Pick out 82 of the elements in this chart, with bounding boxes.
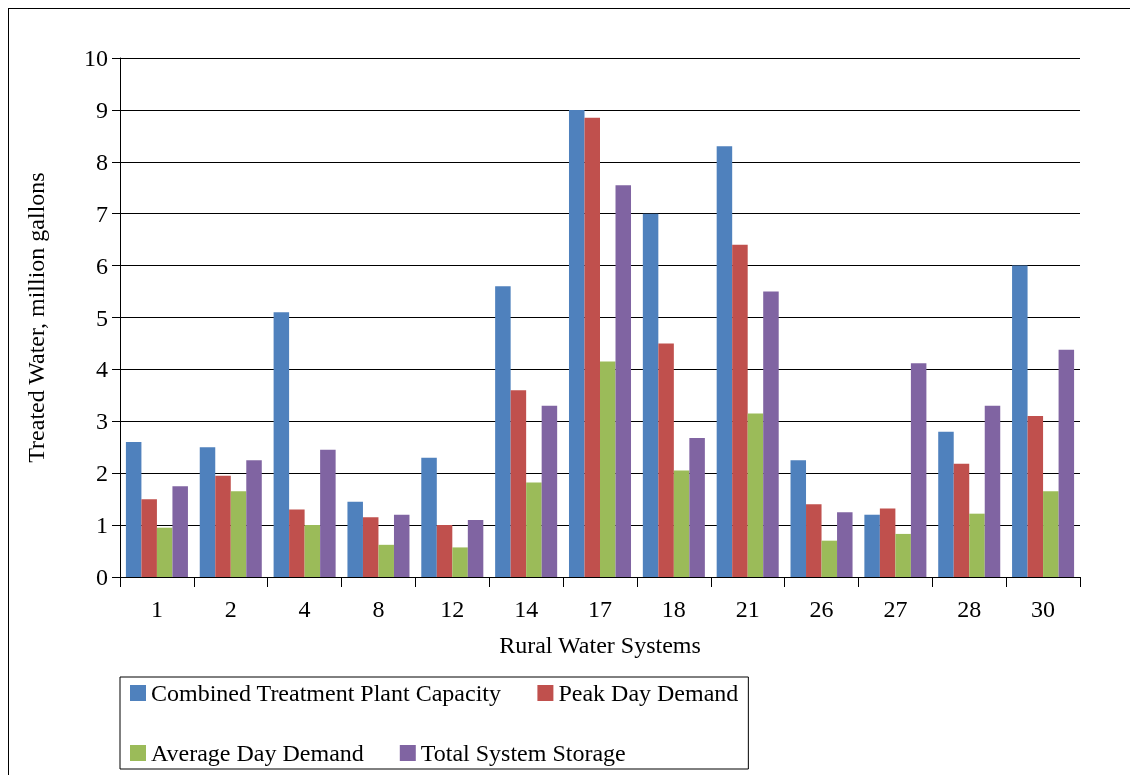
y-tick-label: 2 [96, 460, 108, 487]
bar [304, 525, 321, 577]
bar [953, 463, 970, 577]
bar [732, 244, 748, 577]
bar [821, 540, 838, 577]
x-tick-label: 14 [514, 596, 539, 622]
bar [230, 491, 247, 577]
bar [362, 517, 379, 577]
bar [910, 363, 927, 577]
bar [393, 514, 410, 577]
x-tick-label: 17 [588, 596, 612, 622]
bar [1058, 349, 1075, 577]
bar [347, 501, 363, 577]
x-axis-title: Rural Water Systems [499, 632, 701, 658]
bar [615, 185, 632, 577]
bar [141, 499, 157, 577]
bar [289, 509, 305, 577]
bar [156, 527, 173, 577]
bar [452, 547, 468, 577]
x-tick-label: 2 [224, 596, 237, 622]
y-tick-label: 1 [96, 512, 108, 539]
x-tick-label: 8 [372, 596, 385, 622]
legend-label: Average Day Demand [151, 740, 364, 766]
y-tick-label: 7 [96, 200, 108, 227]
legend-label: Combined Treatment Plant Capacity [151, 680, 501, 706]
y-axis-title: Treated Water, million gallons [23, 172, 49, 463]
bar [436, 525, 453, 577]
x-tick-label: 12 [440, 596, 465, 622]
x-tick-label: 30 [1031, 596, 1056, 622]
y-tick-label: 5 [96, 304, 108, 331]
bar [421, 457, 437, 577]
bar [215, 475, 231, 577]
bar [642, 213, 659, 577]
y-tick-label: 10 [84, 45, 108, 71]
x-tick-label: 28 [957, 596, 982, 622]
bar [320, 449, 336, 577]
bar [246, 460, 262, 577]
bar [837, 512, 853, 577]
bar [199, 447, 216, 577]
legend-label: Peak Day Demand [558, 680, 739, 706]
bar [969, 513, 985, 577]
bar [125, 442, 142, 577]
y-tick-label: 6 [96, 252, 108, 279]
bar [568, 109, 585, 577]
bar [273, 312, 290, 577]
bar [172, 486, 188, 577]
bar [938, 431, 954, 577]
y-tick-label: 9 [96, 96, 108, 123]
legend-label: Total System Storage [420, 740, 626, 766]
bar [510, 390, 527, 577]
bar [1043, 491, 1059, 577]
bar [378, 544, 394, 577]
bar [1027, 416, 1044, 577]
bar [879, 508, 896, 577]
bar [716, 146, 733, 577]
bar [584, 117, 600, 577]
y-tick-label: 4 [96, 356, 108, 383]
y-tick-label: 3 [96, 408, 108, 435]
bar [600, 361, 616, 577]
x-tick-label: 26 [809, 596, 834, 622]
bar [658, 343, 674, 577]
bar [984, 405, 1001, 577]
bar [864, 514, 880, 577]
bar [1012, 265, 1028, 577]
bar [526, 482, 542, 577]
y-tick-label: 0 [96, 564, 108, 590]
bar [895, 533, 911, 577]
bar [763, 291, 779, 577]
x-tick-label: 4 [298, 596, 311, 622]
bar [806, 504, 822, 577]
x-tick-label: 27 [883, 596, 908, 622]
bar [747, 413, 764, 577]
bar [673, 470, 690, 577]
x-tick-label: 1 [150, 596, 163, 622]
bar [541, 405, 558, 577]
x-tick-label: 18 [661, 596, 686, 622]
y-tick-label: 8 [96, 148, 108, 175]
bar [689, 437, 705, 577]
bar [790, 460, 807, 577]
bar [467, 519, 484, 577]
bar [495, 286, 511, 577]
x-tick-label: 21 [735, 596, 760, 622]
